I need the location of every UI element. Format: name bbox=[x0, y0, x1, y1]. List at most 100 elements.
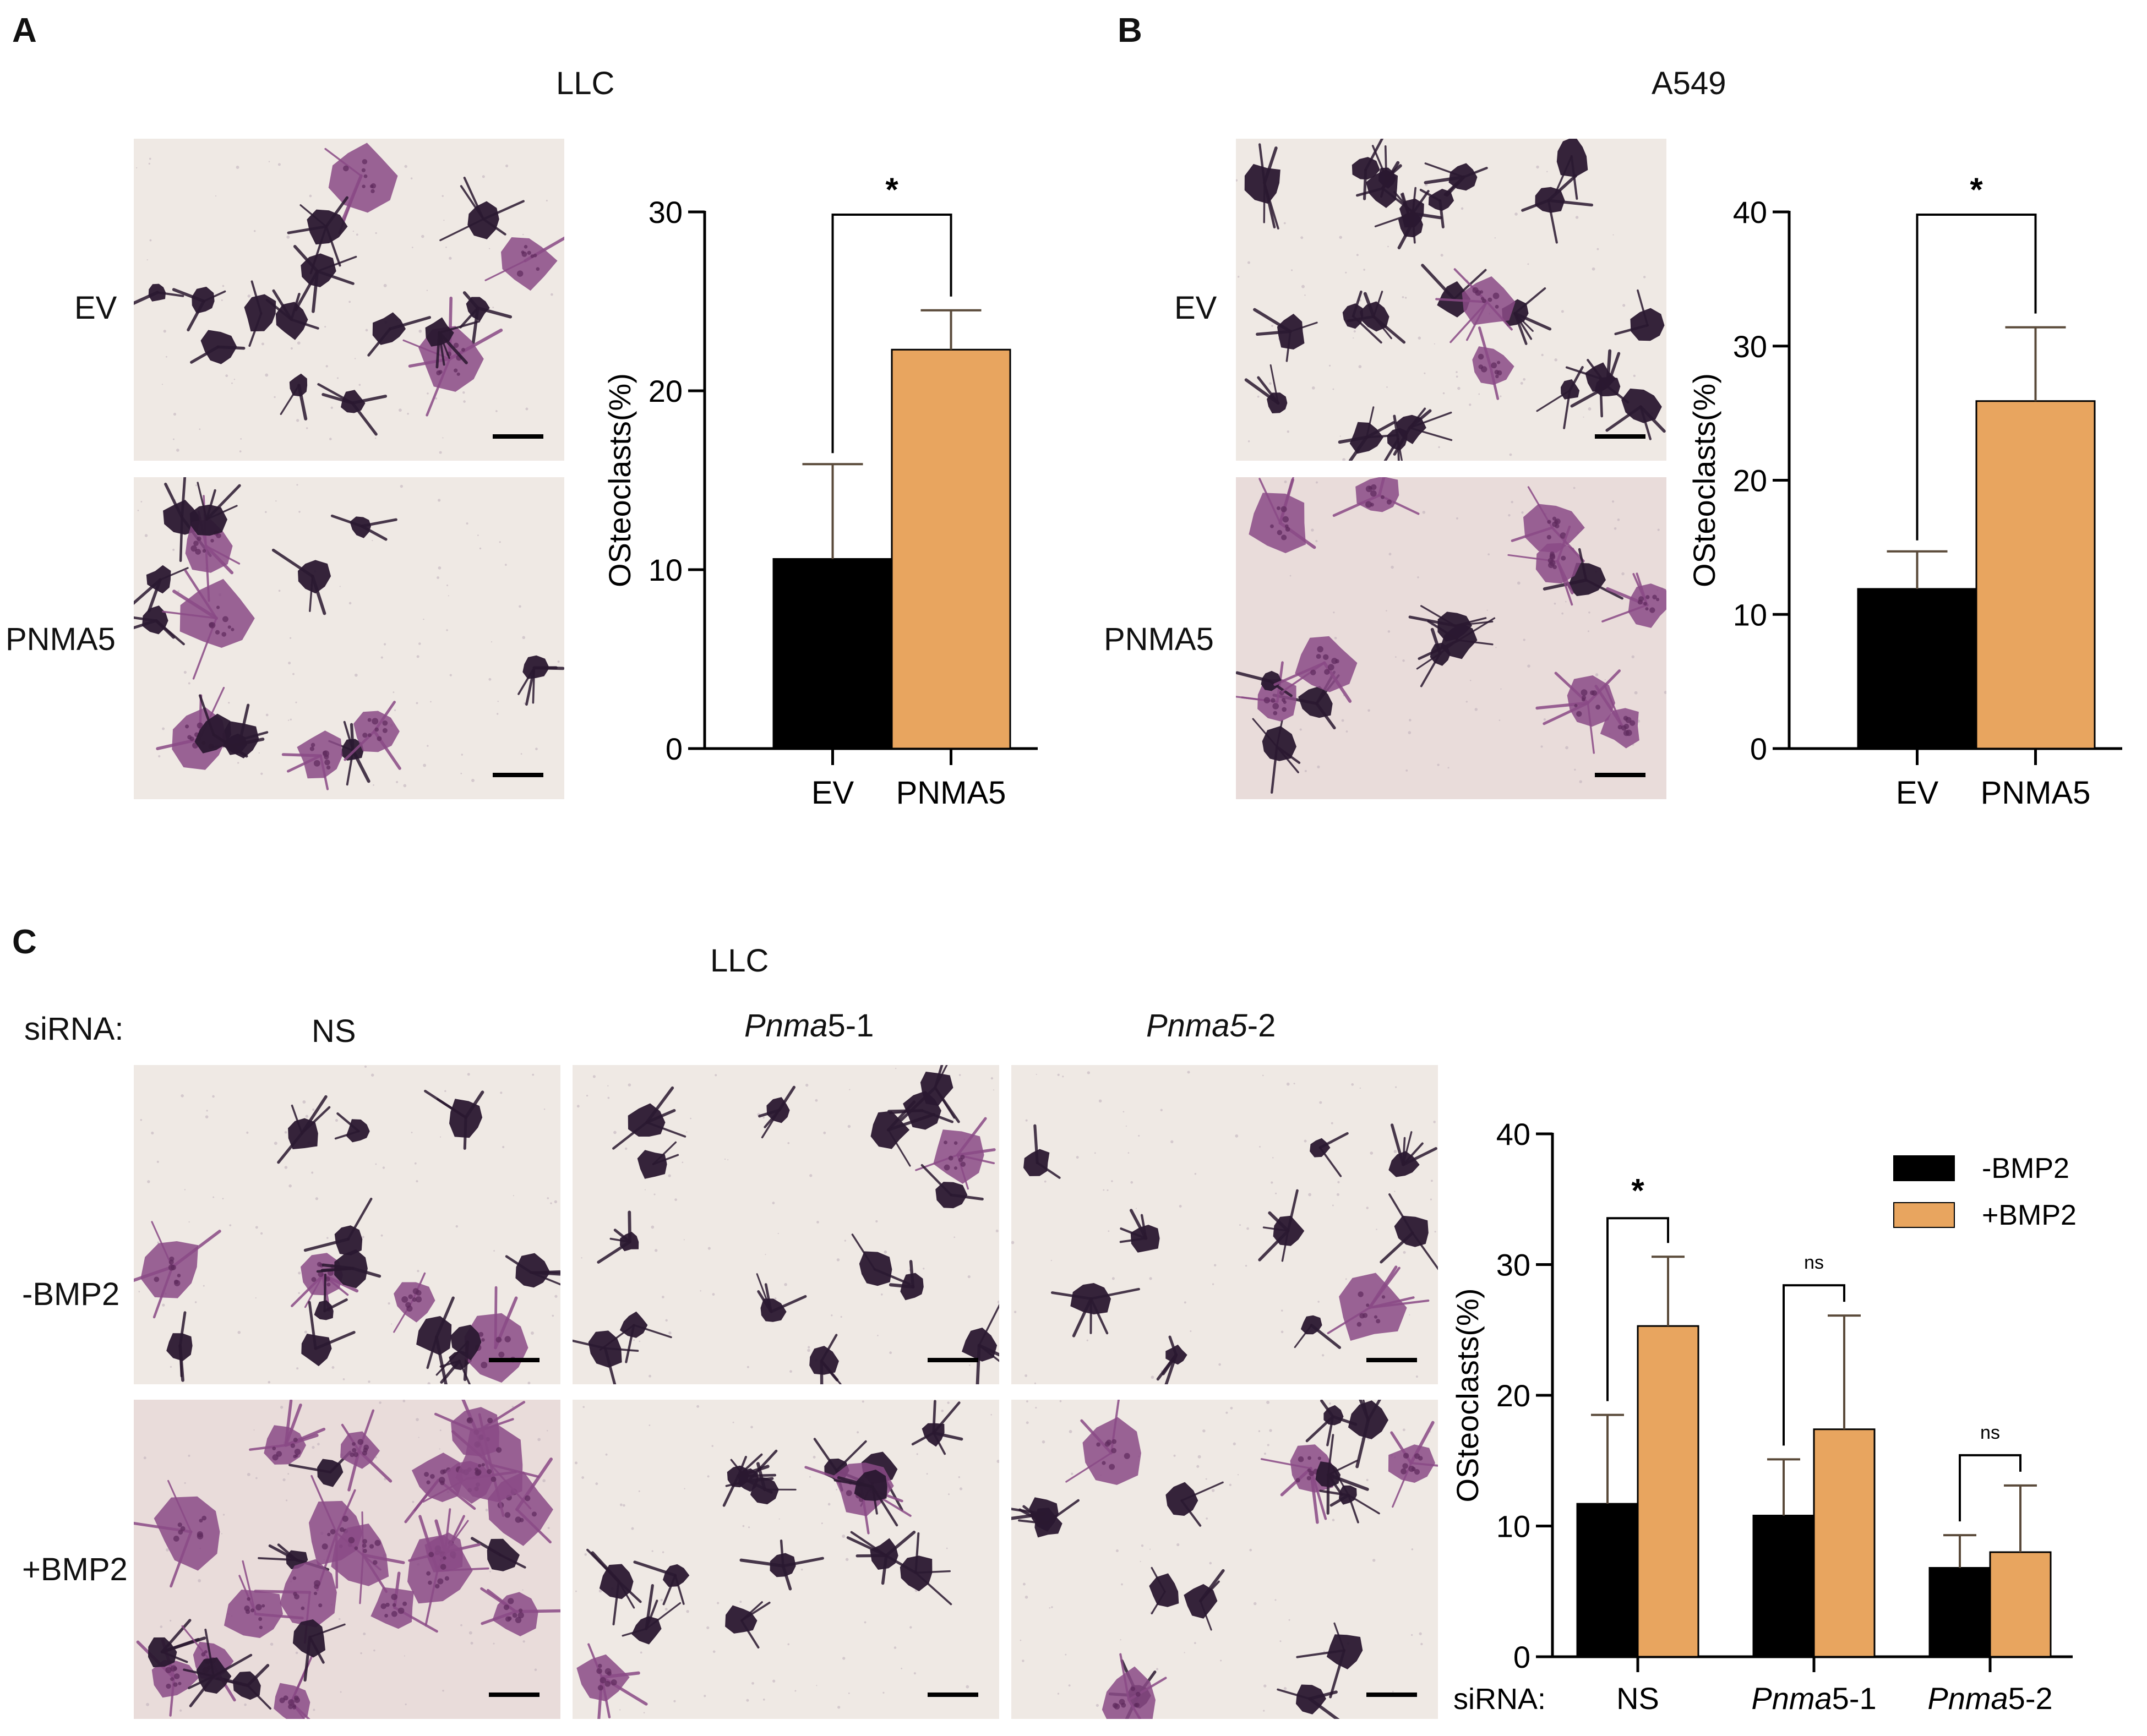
micrograph-image bbox=[573, 1400, 999, 1719]
micrograph-image bbox=[1011, 1400, 1438, 1719]
x-tick-label: Pnma5-1 bbox=[1751, 1681, 1876, 1716]
panel-c-col-pnma5-1: Pnma5-1 bbox=[744, 1007, 874, 1044]
panel-c-col-pnma5-2: Pnma5-2 bbox=[1146, 1007, 1276, 1044]
micrograph-image bbox=[134, 1400, 560, 1719]
significance-bracket bbox=[831, 214, 952, 454]
micrograph-image bbox=[1236, 139, 1666, 461]
legend-label: +BMP2 bbox=[1982, 1199, 2077, 1231]
y-tick-label: 0 bbox=[1750, 731, 1767, 766]
chart-svg: 0 10 20 30 40 OSteoclasts(%) EV PNMA5 * bbox=[1687, 171, 2122, 811]
micrograph-image bbox=[1236, 477, 1666, 799]
chart-b: 0 10 20 30 40 OSteoclasts(%) EV PNMA5 * bbox=[1663, 138, 2136, 826]
panel-c-row-plus-bmp2: +BMP2 bbox=[22, 1552, 128, 1587]
legend-swatch bbox=[1893, 1155, 1955, 1181]
bar bbox=[1752, 1515, 1815, 1658]
y-tick-label: 10 bbox=[649, 553, 683, 587]
chart-c: 0 10 20 30 40 OSteoclasts(%) siRNA: NS * Pnma5-1 n… bbox=[1448, 1073, 2141, 1734]
legend-label: -BMP2 bbox=[1982, 1153, 2069, 1184]
x-tick-label: EV bbox=[811, 775, 854, 811]
significance-bracket bbox=[1916, 214, 2037, 541]
significance-label: ns bbox=[1804, 1252, 1824, 1273]
panel-c-col-pnma5-2-italic: Pnma5 bbox=[1146, 1008, 1247, 1044]
y-tick-label: 40 bbox=[1496, 1117, 1530, 1151]
micrograph-image bbox=[134, 139, 564, 461]
panel-c-col-pnma5-1-italic: Pnma bbox=[744, 1008, 828, 1044]
chart-a: 0 10 20 30 OSteoclasts(%) EV PNMA5 * bbox=[578, 138, 1046, 826]
micrograph-c-pnma5-1-minus-bmp2 bbox=[573, 1065, 999, 1384]
micrograph-image bbox=[134, 477, 564, 799]
micrograph-image bbox=[573, 1065, 999, 1384]
chart-svg: 0 10 20 30 40 OSteoclasts(%) siRNA: NS * Pnma5-1 n… bbox=[1450, 1117, 2077, 1716]
panel-c-col-pnma5-2-suffix: -2 bbox=[1247, 1008, 1276, 1044]
bar bbox=[1975, 400, 2096, 750]
micrograph-c-pnma5-2-minus-bmp2 bbox=[1011, 1065, 1438, 1384]
micrograph-c-pnma5-1-plus-bmp2 bbox=[573, 1400, 999, 1719]
y-tick-label: 0 bbox=[666, 731, 683, 766]
panel-label-a: A bbox=[12, 12, 37, 50]
micrograph-a-pnma5 bbox=[134, 477, 564, 799]
micrograph-a-ev bbox=[134, 139, 564, 461]
y-axis-label: OSteoclasts(%) bbox=[1450, 1289, 1485, 1503]
y-tick-label: 0 bbox=[1513, 1640, 1530, 1674]
bar bbox=[1637, 1325, 1699, 1658]
panel-c-row-minus-bmp2: -BMP2 bbox=[22, 1276, 120, 1312]
panel-label-c: C bbox=[12, 923, 37, 961]
x-tick-label: Pnma5-2 bbox=[1927, 1681, 2052, 1716]
micrograph-c-ns-minus-bmp2 bbox=[134, 1065, 560, 1384]
significance-label: * bbox=[885, 171, 898, 208]
scale-bar bbox=[928, 1693, 978, 1697]
y-tick-label: 20 bbox=[1733, 463, 1767, 498]
scale-bar bbox=[1595, 773, 1645, 777]
panel-c-title: LLC bbox=[710, 943, 769, 979]
x-tick-label: PNMA5 bbox=[896, 775, 1006, 811]
bar bbox=[1928, 1567, 1991, 1658]
bar bbox=[1857, 588, 1977, 750]
panel-b-row-ev: EV bbox=[1174, 290, 1217, 326]
significance-bracket bbox=[1959, 1454, 2021, 1522]
scale-bar bbox=[1366, 1693, 1417, 1697]
y-tick-label: 30 bbox=[1496, 1248, 1530, 1282]
panel-a-row-ev: EV bbox=[74, 290, 117, 326]
x-axis-prefix-label: siRNA: bbox=[1453, 1683, 1546, 1716]
bar bbox=[772, 558, 893, 750]
y-tick-label: 10 bbox=[1496, 1509, 1530, 1544]
y-tick-label: 40 bbox=[1733, 195, 1767, 230]
y-tick-label: 20 bbox=[649, 374, 683, 408]
significance-bracket bbox=[1783, 1284, 1845, 1446]
bar bbox=[1576, 1503, 1639, 1658]
panel-a-title: LLC bbox=[556, 65, 615, 101]
panel-c-sirna-label: siRNA: bbox=[24, 1011, 124, 1047]
x-tick-label: NS bbox=[1616, 1681, 1659, 1716]
panel-label-b: B bbox=[1118, 12, 1142, 50]
scale-bar bbox=[1595, 434, 1645, 439]
scale-bar bbox=[489, 1358, 540, 1362]
legend-swatch bbox=[1893, 1202, 1955, 1228]
y-axis-label: OSteoclasts(%) bbox=[1687, 373, 1721, 587]
y-tick-label: 20 bbox=[1496, 1378, 1530, 1413]
micrograph-c-ns-plus-bmp2 bbox=[134, 1400, 560, 1719]
y-tick-label: 30 bbox=[649, 195, 683, 230]
scale-bar bbox=[928, 1358, 978, 1362]
x-tick-label: EV bbox=[1896, 775, 1939, 811]
scale-bar bbox=[493, 434, 543, 439]
chart-svg: 0 10 20 30 OSteoclasts(%) EV PNMA5 * bbox=[602, 171, 1038, 811]
scale-bar bbox=[493, 773, 543, 777]
y-tick-label: 10 bbox=[1733, 597, 1767, 632]
y-tick-label: 30 bbox=[1733, 329, 1767, 364]
micrograph-image bbox=[134, 1065, 560, 1384]
scale-bar bbox=[1366, 1358, 1417, 1362]
panel-b-row-pnma5: PNMA5 bbox=[1104, 621, 1214, 657]
scale-bar bbox=[489, 1693, 540, 1697]
significance-label: * bbox=[1631, 1172, 1644, 1209]
significance-label: * bbox=[1970, 171, 1983, 208]
significance-label: ns bbox=[1980, 1422, 2000, 1443]
bar bbox=[891, 348, 1011, 750]
panel-a-row-pnma5: PNMA5 bbox=[6, 621, 116, 657]
micrograph-c-pnma5-2-plus-bmp2 bbox=[1011, 1400, 1438, 1719]
panel-b-title: A549 bbox=[1652, 65, 1726, 101]
panel-c-col-pnma5-1-suffix: 5-1 bbox=[827, 1008, 874, 1044]
micrograph-image bbox=[1011, 1065, 1438, 1384]
micrograph-b-ev bbox=[1236, 139, 1666, 461]
y-axis-label: OSteoclasts(%) bbox=[602, 373, 637, 587]
bar bbox=[1989, 1551, 2052, 1658]
